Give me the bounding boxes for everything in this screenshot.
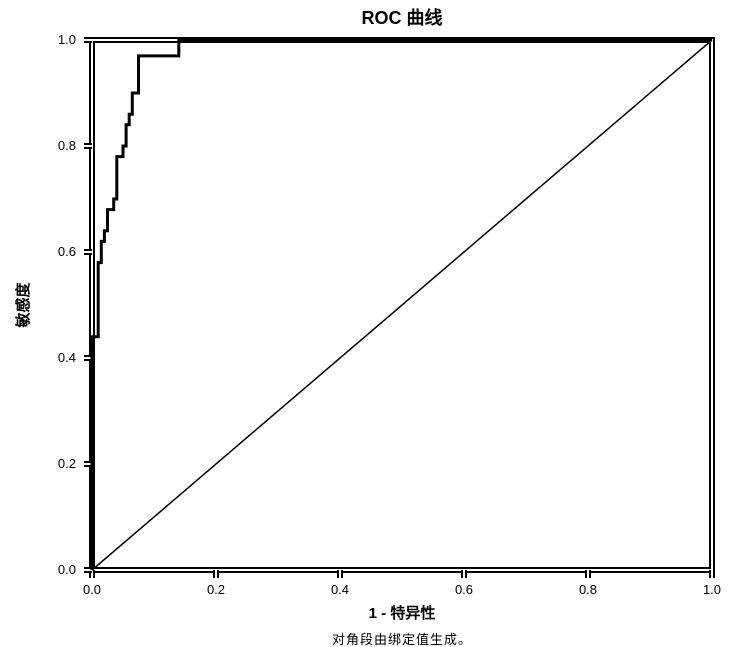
y-tick-label: 0.4 — [58, 350, 76, 365]
chart-footnote: 对角段由绑定值生成。 — [332, 632, 472, 647]
y-tick-label: 0.0 — [58, 562, 76, 577]
y-axis-label: 敏感度 — [14, 282, 32, 329]
y-tick-label: 1.0 — [58, 32, 76, 47]
x-axis-label: 1 - 特异性 — [369, 604, 436, 622]
roc-chart-svg: 0.0 0.2 0.4 0.6 0.8 1.0 0.0 0.2 0.4 0.6 0.8 1.0 ROC … — [0, 0, 750, 647]
x-tick-label: 0.6 — [455, 582, 473, 597]
chart-title: ROC 曲线 — [362, 7, 443, 28]
roc-chart-container: 0.0 0.2 0.4 0.6 0.8 1.0 0.0 0.2 0.4 0.6 0.8 1.0 ROC … — [0, 0, 750, 647]
x-tick-label: 0.8 — [579, 582, 597, 597]
y-tick-label: 0.6 — [58, 244, 76, 259]
x-tick-label: 0.2 — [207, 582, 225, 597]
x-tick-label: 1.0 — [703, 582, 721, 597]
y-tick-label: 0.2 — [58, 456, 76, 471]
x-tick-label: 0.0 — [83, 582, 101, 597]
x-tick-label: 0.4 — [331, 582, 349, 597]
y-tick-label: 0.8 — [58, 138, 76, 153]
